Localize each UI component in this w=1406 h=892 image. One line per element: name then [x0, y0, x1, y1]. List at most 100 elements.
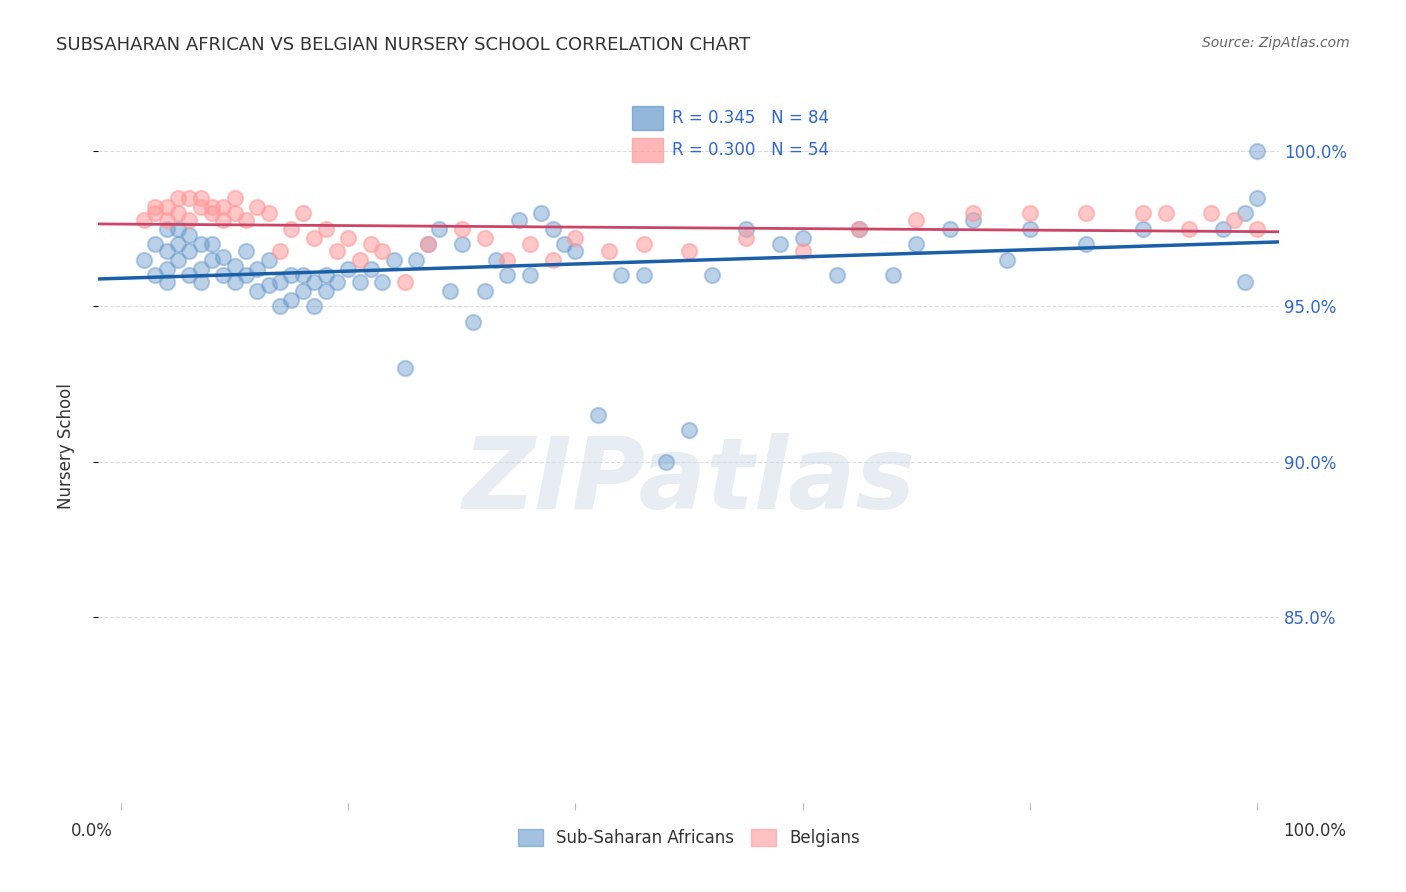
Point — [257, 277, 280, 292]
Point — [496, 268, 519, 283]
Text: Source: ZipAtlas.com: Source: ZipAtlas.com — [1202, 36, 1350, 50]
Point — [474, 284, 496, 298]
Text: R = 0.300   N = 54: R = 0.300 N = 54 — [672, 141, 830, 159]
Point — [474, 231, 496, 245]
Point — [905, 237, 928, 252]
Point — [792, 244, 814, 258]
Point — [678, 424, 700, 438]
Point — [1177, 222, 1199, 236]
Point — [280, 222, 302, 236]
Point — [734, 231, 756, 245]
Point — [224, 206, 246, 220]
Point — [371, 244, 394, 258]
Point — [326, 275, 349, 289]
Point — [212, 200, 235, 214]
Point — [1246, 222, 1268, 236]
Point — [995, 252, 1018, 267]
Point — [405, 252, 427, 267]
Point — [302, 299, 325, 313]
Bar — [631, 137, 662, 161]
Point — [1223, 212, 1246, 227]
Point — [371, 275, 394, 289]
Point — [224, 259, 246, 273]
Point — [179, 268, 201, 283]
Text: SUBSAHARAN AFRICAN VS BELGIAN NURSERY SCHOOL CORRELATION CHART: SUBSAHARAN AFRICAN VS BELGIAN NURSERY SC… — [56, 36, 751, 54]
Point — [201, 252, 224, 267]
Point — [1132, 222, 1154, 236]
Point — [190, 262, 212, 277]
Point — [337, 231, 360, 245]
Point — [143, 237, 166, 252]
Point — [1132, 206, 1154, 220]
Point — [167, 191, 190, 205]
Point — [155, 275, 177, 289]
Point — [326, 244, 349, 258]
Point — [143, 206, 166, 220]
Point — [564, 231, 586, 245]
Point — [1154, 206, 1177, 220]
Point — [337, 262, 360, 277]
Point — [291, 206, 314, 220]
Point — [553, 237, 575, 252]
Point — [792, 231, 814, 245]
Point — [315, 284, 337, 298]
Point — [1076, 237, 1098, 252]
Point — [825, 268, 848, 283]
Point — [463, 315, 485, 329]
Point — [179, 244, 201, 258]
Point — [201, 200, 224, 214]
Point — [179, 227, 201, 242]
Point — [962, 212, 984, 227]
Text: 0.0%: 0.0% — [70, 822, 112, 840]
Point — [349, 275, 371, 289]
Point — [291, 268, 314, 283]
Point — [1234, 275, 1257, 289]
Point — [143, 200, 166, 214]
Point — [416, 237, 439, 252]
Point — [496, 252, 519, 267]
Point — [155, 244, 177, 258]
Point — [201, 237, 224, 252]
Point — [564, 244, 586, 258]
Point — [734, 222, 756, 236]
Point — [235, 212, 257, 227]
Point — [315, 222, 337, 236]
Point — [302, 275, 325, 289]
Y-axis label: Nursery School: Nursery School — [56, 383, 75, 509]
Point — [598, 244, 620, 258]
Point — [360, 262, 382, 277]
Point — [519, 268, 541, 283]
Point — [360, 237, 382, 252]
Point — [190, 237, 212, 252]
Point — [416, 237, 439, 252]
Point — [450, 222, 472, 236]
Point — [848, 222, 870, 236]
Point — [224, 191, 246, 205]
Point — [224, 275, 246, 289]
Point — [939, 222, 962, 236]
Point — [167, 206, 190, 220]
Point — [485, 252, 508, 267]
Point — [610, 268, 633, 283]
Bar — [631, 106, 662, 129]
Point — [155, 212, 177, 227]
Point — [655, 454, 678, 468]
Point — [212, 212, 235, 227]
Point — [167, 237, 190, 252]
Point — [212, 268, 235, 283]
Point — [132, 252, 155, 267]
Point — [143, 268, 166, 283]
Point — [1234, 206, 1257, 220]
Point — [1018, 222, 1040, 236]
Point — [848, 222, 870, 236]
Point — [1246, 145, 1268, 159]
Point — [769, 237, 792, 252]
Point — [586, 408, 609, 422]
Point — [212, 250, 235, 264]
Point — [962, 206, 984, 220]
Point — [269, 275, 291, 289]
Point — [530, 206, 553, 220]
Legend: Sub-Saharan Africans, Belgians: Sub-Saharan Africans, Belgians — [509, 821, 869, 855]
Point — [508, 212, 530, 227]
Point — [190, 275, 212, 289]
